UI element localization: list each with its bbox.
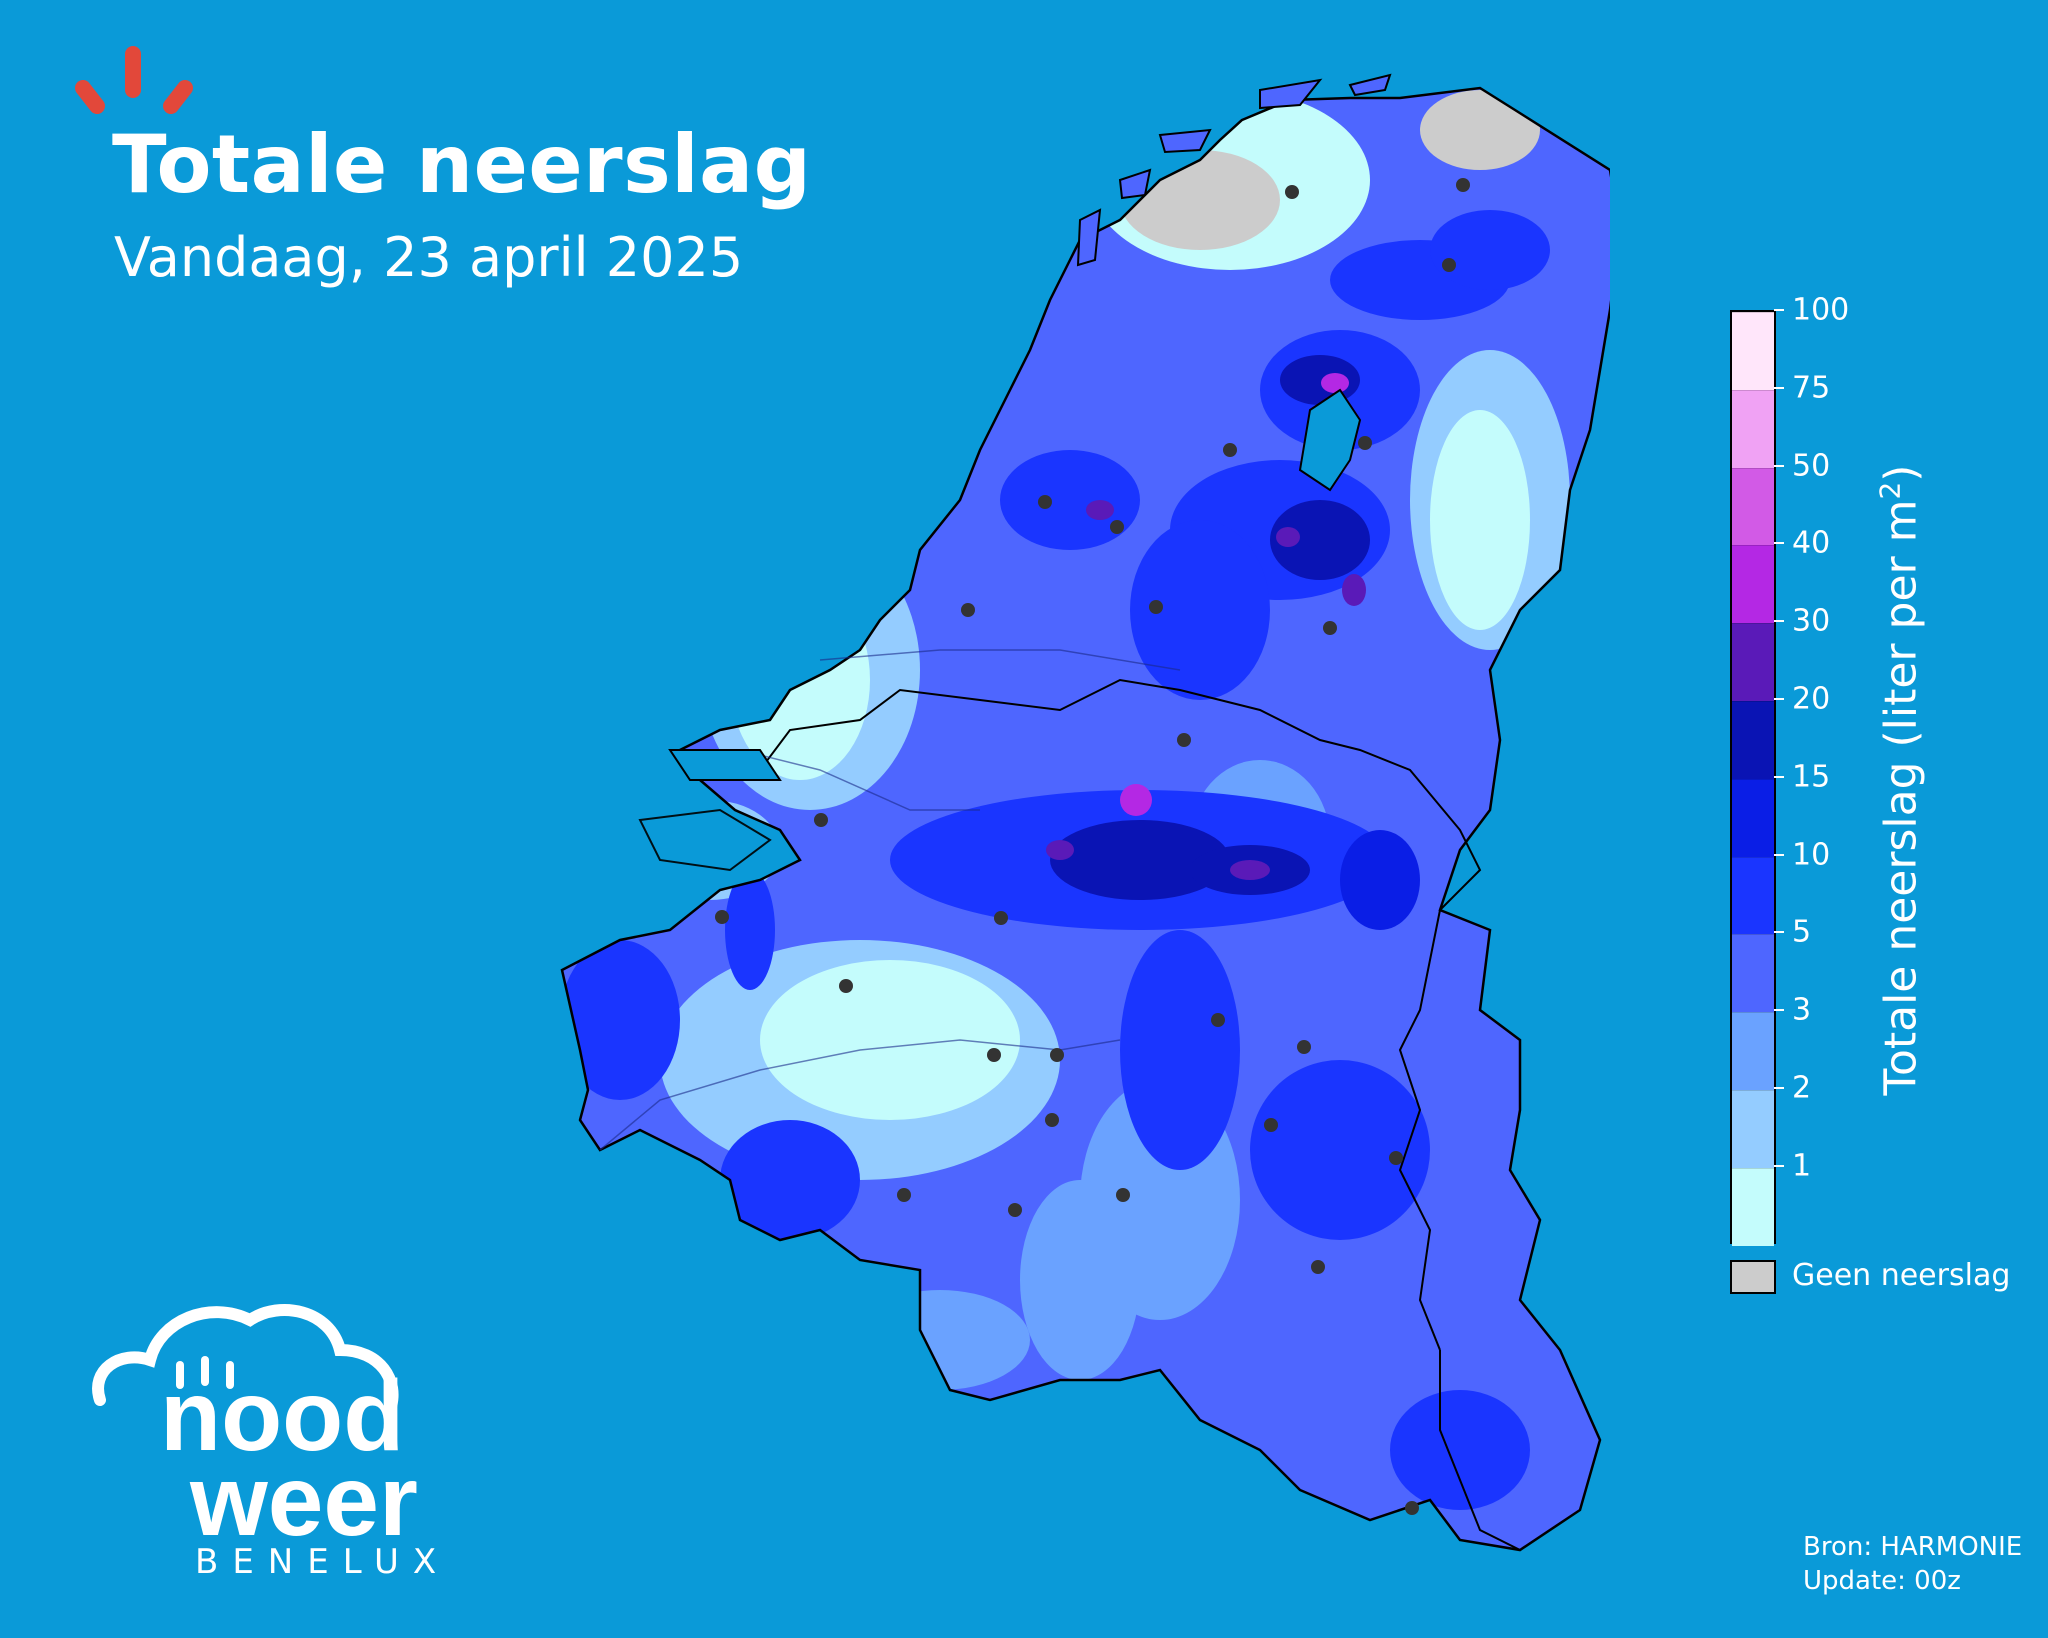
colorbar-tick-label: 5 <box>1792 914 1812 950</box>
colorbar-tick-label: 10 <box>1792 837 1831 873</box>
colorbar-tick-mark <box>1774 931 1784 934</box>
colorbar-tick-label: 20 <box>1792 681 1831 717</box>
colorbar-segment <box>1732 778 1774 857</box>
colorbar-title-main: Totale neerslag (liter per m <box>1875 499 1927 1096</box>
legend: 1 2 3 5 10 15 20 30 40 50 75 100 Totale neerslag (l… <box>1730 293 2030 1310</box>
colorbar-tick-mark <box>1774 386 1784 389</box>
precipitation-map <box>560 73 1610 1552</box>
logo-nood: nood <box>160 1360 404 1472</box>
colorbar-tick-label: 15 <box>1792 759 1831 795</box>
colorbar-tick-mark <box>1774 620 1784 623</box>
colorbar-tick-mark <box>1774 542 1784 545</box>
no-precip-label: Geen neerslag <box>1792 1258 2011 1293</box>
colorbar-tick-mark <box>1774 464 1784 467</box>
colorbar-segment <box>1732 1167 1774 1246</box>
colorbar-tick-mark <box>1774 853 1784 856</box>
colorbar-tick-label: 40 <box>1792 525 1831 561</box>
colorbar-segment <box>1732 623 1774 701</box>
colorbar-tick-mark <box>1774 775 1784 778</box>
colorbar-tick-label: 75 <box>1792 370 1831 406</box>
source-info: Bron: HARMONIE Update: 00z <box>1803 1530 2022 1598</box>
colorbar-title-end: ) <box>1875 464 1927 482</box>
colorbar-segment <box>1732 700 1774 779</box>
colorbar-tick-label: 2 <box>1792 1070 1812 1106</box>
colorbar-segment <box>1732 467 1774 546</box>
colorbar-title: Totale neerslag (liter per m2) <box>1874 465 1927 1096</box>
colorbar-tick-label: 30 <box>1792 603 1831 639</box>
colorbar-segment <box>1732 934 1774 1013</box>
noodweer-logo: nood weer <box>92 1304 418 1557</box>
logo-benelux: BENELUX <box>195 1542 451 1582</box>
colorbar-tick-mark <box>1774 698 1784 700</box>
page-title: Totale neerslag <box>112 118 812 211</box>
colorbar-tick-label: 3 <box>1792 992 1812 1028</box>
update-label: Update: 00z <box>1803 1566 1961 1596</box>
colorbar-segment <box>1732 545 1774 624</box>
colorbar-title-sup: 2 <box>1873 481 1907 500</box>
colorbar-tick-label: 100 <box>1792 292 1850 328</box>
colorbar-tick-mark <box>1774 1009 1784 1012</box>
colorbar-tick-mark <box>1774 1087 1784 1089</box>
colorbar-segment <box>1732 312 1774 390</box>
no-precip-swatch <box>1730 1260 1776 1294</box>
colorbar-segment <box>1732 389 1774 468</box>
colorbar <box>1730 310 1776 1246</box>
colorbar-tick-mark <box>1774 309 1784 311</box>
sunrays-icon <box>75 46 193 114</box>
page-subtitle: Vandaag, 23 april 2025 <box>114 226 744 289</box>
colorbar-segment <box>1732 1012 1774 1090</box>
colorbar-tick-label: 50 <box>1792 448 1831 484</box>
colorbar-tick-mark <box>1774 1164 1784 1167</box>
source-label: Bron: HARMONIE <box>1803 1532 2023 1562</box>
colorbar-segment <box>1732 856 1774 935</box>
colorbar-segment <box>1732 1089 1774 1168</box>
logo-weer: weer <box>189 1445 418 1557</box>
colorbar-tick-label: 1 <box>1792 1148 1812 1184</box>
